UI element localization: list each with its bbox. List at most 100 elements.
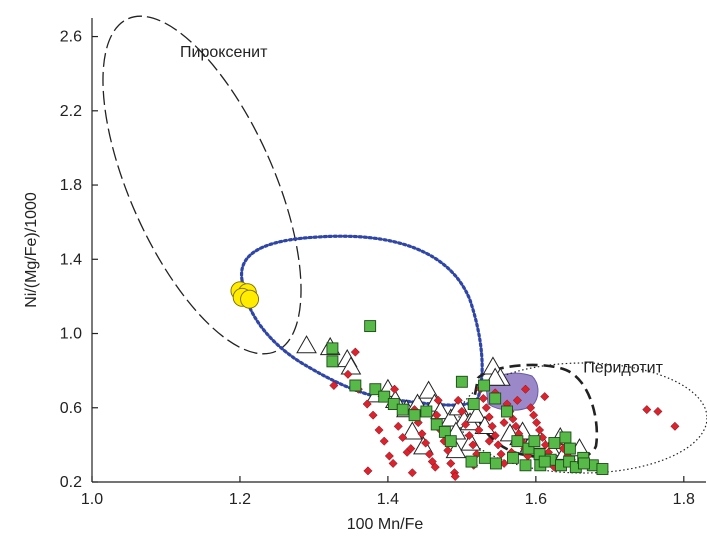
green-square-point xyxy=(478,451,491,464)
green-square-point xyxy=(420,405,433,418)
red-diamond-point xyxy=(407,468,417,478)
y-tick-label: 2.6 xyxy=(60,29,82,46)
green-square-point xyxy=(577,457,590,470)
red-diamond-point xyxy=(642,405,652,415)
red-diamond-point xyxy=(490,431,500,441)
green-square-point xyxy=(548,437,561,449)
red-diamond-point xyxy=(424,449,434,459)
red-diamond-point xyxy=(468,440,478,450)
white-triangle-point xyxy=(445,439,467,459)
y-tick-label: 1.4 xyxy=(60,251,82,268)
green-square-point xyxy=(506,451,519,464)
x-tick-label: 1.6 xyxy=(525,491,547,508)
red-diamond-point xyxy=(453,395,463,405)
red-diamond-point xyxy=(532,418,542,428)
green-square-point xyxy=(559,431,572,444)
red-diamond-point xyxy=(457,406,467,417)
green-square-point xyxy=(349,379,362,392)
red-diamond-point xyxy=(350,347,360,357)
red-diamond-point xyxy=(464,431,474,441)
red-diamond-point xyxy=(540,392,550,402)
red-diamond-point xyxy=(388,458,398,468)
green-square-point xyxy=(563,442,576,455)
red-diamond-point xyxy=(363,466,373,476)
red-diamond-point xyxy=(379,436,389,446)
y-tick-label: 1.0 xyxy=(60,326,82,343)
y-axis-title: Ni/(Mg/Fe)/1000 xyxy=(23,192,40,308)
green-square-point xyxy=(501,405,513,418)
red-diamond-point xyxy=(499,418,509,428)
red-diamond-point xyxy=(496,449,506,459)
y-tick-label: 0.6 xyxy=(60,400,82,417)
red-diamond-point xyxy=(670,421,680,431)
red-diamond-point xyxy=(474,425,484,435)
red-diamond-point xyxy=(421,438,431,448)
red-diamond-point xyxy=(329,380,339,391)
green-square-point xyxy=(489,392,502,405)
green-square-point xyxy=(326,342,339,355)
green-square-point xyxy=(326,355,339,368)
labels-layer: 100 Mn/Fe Ni/(Mg/Fe)/1000 Пироксенит Пер… xyxy=(23,44,664,533)
red-diamond-point xyxy=(487,421,497,431)
red-diamond-point xyxy=(446,458,456,468)
green-square-point xyxy=(408,409,421,422)
red-diamond-point xyxy=(512,395,522,405)
red-diamond-point xyxy=(430,462,440,472)
red-diamond-point xyxy=(406,444,416,454)
white-triangle-point xyxy=(401,421,423,440)
pyroxenite-label: Пироксенит xyxy=(180,44,268,61)
red-diamond-point xyxy=(443,445,453,456)
transitional-field-outline xyxy=(240,234,484,407)
peridotite-field-outline xyxy=(458,362,707,474)
red-diamond-point xyxy=(484,436,494,446)
green-square-point xyxy=(444,435,457,448)
points-layer xyxy=(230,281,680,481)
peridotite-label: Перидотит xyxy=(583,359,663,376)
red-diamond-point xyxy=(653,406,663,417)
y-tick-label: 1.8 xyxy=(60,177,82,194)
red-diamond-point xyxy=(484,412,494,422)
red-diamond-point xyxy=(478,393,488,404)
green-square-point xyxy=(478,379,491,392)
red-diamond-point xyxy=(433,395,443,405)
yellow-circle-point xyxy=(240,289,260,309)
white-triangle-point xyxy=(466,404,488,423)
green-square-point xyxy=(364,320,377,333)
red-diamond-point xyxy=(508,414,518,424)
red-diamond-point xyxy=(398,432,408,443)
red-diamond-point xyxy=(461,419,471,430)
red-diamond-point xyxy=(417,429,427,439)
x-tick-label: 1.4 xyxy=(377,491,399,508)
axes-layer: 1.0 1.2 1.4 1.6 1.8 0.2 0.6 1.0 1.4 1.8 2.2 2.6 xyxy=(60,18,706,508)
red-diamond-point xyxy=(450,471,460,481)
green-square-point xyxy=(538,455,551,468)
red-diamond-point xyxy=(384,451,394,461)
green-square-point xyxy=(467,398,480,410)
green-square-point xyxy=(455,375,468,388)
x-axis-title: 100 Mn/Fe xyxy=(347,516,424,533)
green-square-point xyxy=(519,459,532,472)
red-diamond-point xyxy=(343,369,353,379)
red-diamond-point xyxy=(481,403,491,413)
green-square-point xyxy=(511,435,524,448)
red-diamond-point xyxy=(493,440,503,450)
y-tick-label: 2.2 xyxy=(60,103,82,120)
inner-peridotite-outline xyxy=(472,363,599,461)
green-square-point xyxy=(489,457,502,470)
red-diamond-point xyxy=(535,425,545,435)
red-diamond-point xyxy=(368,410,378,420)
red-diamond-point xyxy=(374,425,384,435)
red-diamond-point xyxy=(520,384,531,394)
red-diamond-point xyxy=(526,403,536,413)
y-tick-label: 0.2 xyxy=(60,474,82,491)
green-square-point xyxy=(596,463,609,475)
white-triangle-point xyxy=(296,335,317,354)
red-diamond-point xyxy=(511,421,521,431)
red-diamond-point xyxy=(529,410,539,420)
green-square-point xyxy=(430,418,443,431)
green-square-point xyxy=(378,390,391,403)
pyroxenite-field-outline xyxy=(102,15,302,355)
white-triangle-point xyxy=(418,380,439,399)
green-square-point xyxy=(369,383,382,396)
